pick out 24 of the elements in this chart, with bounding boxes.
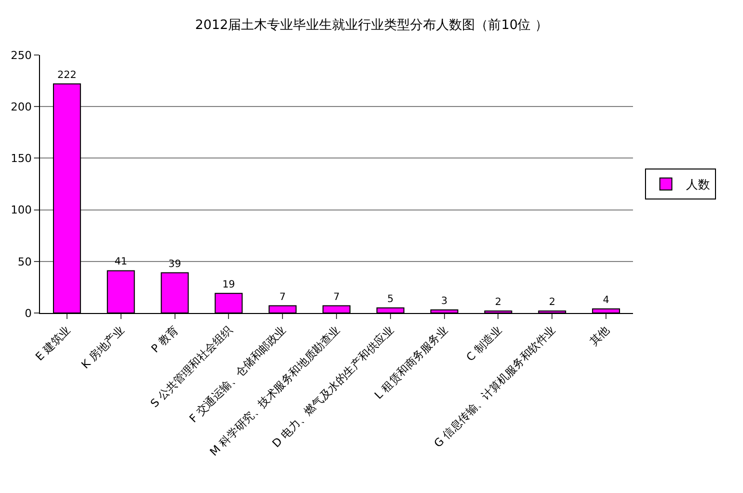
data-label: 222	[57, 70, 76, 81]
chart-title: 2012届土木专业毕业生就业行业类型分布人数图（前10位 ）	[195, 18, 548, 33]
y-tick-label: 50	[18, 255, 32, 268]
data-label: 19	[222, 279, 236, 290]
data-label: 2	[495, 296, 502, 308]
data-label: 4	[602, 294, 610, 306]
data-label: 2	[548, 296, 556, 308]
data-label: 39	[168, 258, 182, 270]
data-label: 7	[279, 292, 286, 303]
x-tick-label: K 房地产业	[78, 324, 127, 372]
data-label: 41	[114, 256, 128, 268]
y-tick-label: 200	[10, 100, 32, 114]
x-tick-label: P 教育	[148, 324, 181, 356]
y-tick-label: 250	[10, 48, 32, 62]
y-tick-label: 0	[24, 306, 32, 320]
y-tick-label: 150	[10, 152, 32, 166]
x-tick-label: 其他	[587, 324, 612, 348]
data-label: 7	[333, 292, 340, 303]
y-tick-label: 100	[10, 204, 32, 217]
data-label: 3	[441, 296, 448, 307]
data-label: 5	[387, 294, 394, 305]
x-tick-label: E 建筑业	[33, 324, 73, 364]
x-tick-label: C 制造业	[464, 324, 504, 364]
legend-label: 人数	[686, 178, 710, 192]
